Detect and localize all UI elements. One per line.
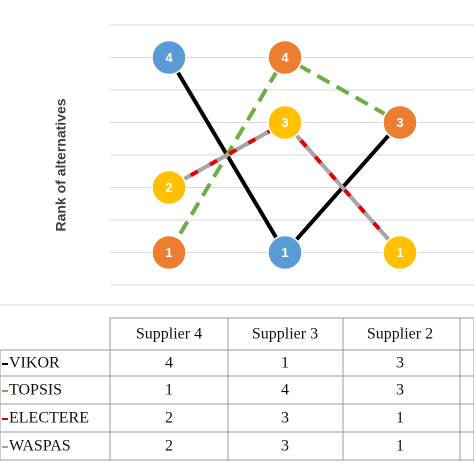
point-label: 1 (396, 245, 403, 260)
y-axis-label: Rank of alternatives (53, 98, 69, 231)
point-label: 2 (165, 180, 172, 195)
column-header: Supplier 2 (367, 326, 433, 343)
point-marker (267, 104, 303, 141)
point-marker (382, 234, 418, 271)
legend-label: VIKOR (9, 355, 60, 372)
point-marker (382, 104, 418, 141)
table-cell: 3 (396, 382, 404, 399)
legend-label: WASPAS (9, 438, 71, 455)
table-cell: 3 (281, 438, 289, 455)
point-marker (151, 169, 187, 206)
table-cell: 3 (281, 410, 289, 427)
table-cell: 1 (396, 410, 404, 427)
point-label: 3 (396, 115, 403, 130)
table-cell: 1 (281, 355, 289, 372)
point-label: 1 (165, 245, 172, 260)
table-cell: 4 (165, 355, 173, 372)
point-label: 3 (281, 115, 288, 130)
legend-label: TOPSIS (9, 382, 62, 399)
point-label: 4 (281, 50, 289, 65)
point-marker (267, 39, 303, 76)
point-label: 1 (281, 245, 288, 260)
point-marker (151, 234, 187, 271)
table-cell: 1 (165, 382, 173, 399)
point-label: 4 (165, 50, 173, 65)
table-cell: 4 (281, 382, 289, 399)
column-header: Supplier 3 (252, 326, 318, 343)
column-header: Supplier 4 (136, 326, 202, 343)
table-cell: 3 (396, 355, 404, 372)
point-marker (267, 234, 303, 271)
table-cell: 1 (396, 438, 404, 455)
table-cell: 2 (165, 438, 173, 455)
legend-label: ELECTERE (9, 410, 89, 427)
point-marker (151, 39, 187, 76)
table-cell: 2 (165, 410, 173, 427)
